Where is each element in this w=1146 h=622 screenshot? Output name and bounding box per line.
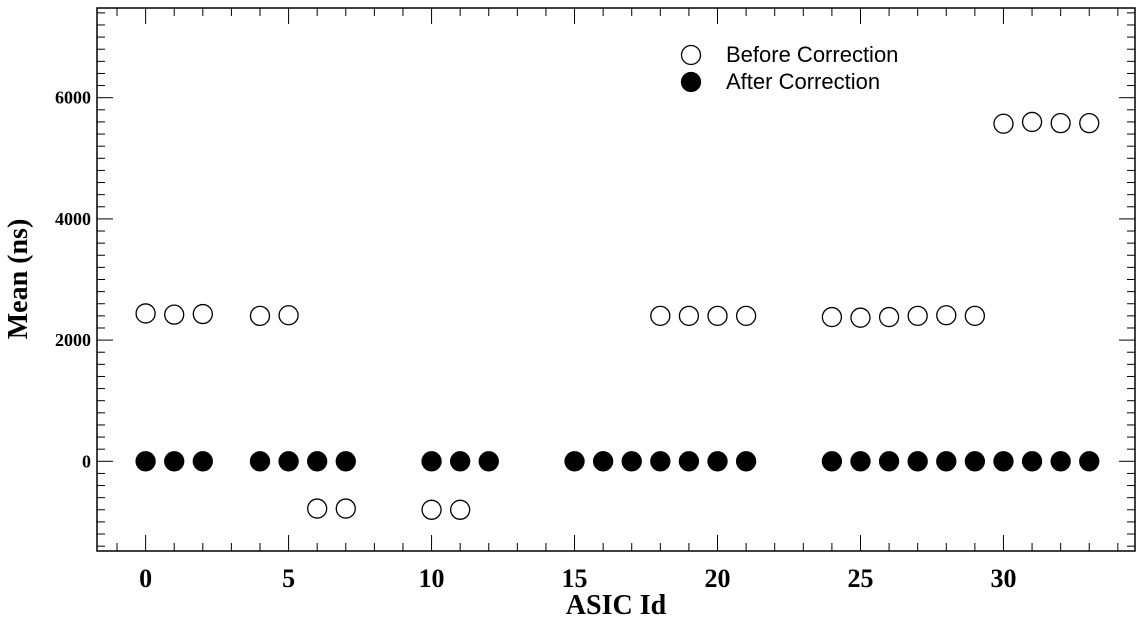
after-correction-point	[335, 451, 356, 472]
after-correction-point	[192, 451, 213, 472]
after-correction-point	[1021, 451, 1043, 472]
before-correction-point	[335, 498, 356, 519]
after-correction-point	[1079, 451, 1100, 472]
x-tick-label: 10	[419, 564, 445, 593]
before-correction-point	[249, 305, 271, 327]
legend-label-after-correction: After Correction	[726, 69, 880, 94]
x-tick-label: 0	[139, 564, 152, 593]
after-correction-point	[964, 451, 986, 472]
before-correction-point	[821, 306, 843, 328]
after-correction-point	[164, 451, 185, 472]
before-correction-point	[907, 305, 928, 327]
after-correction-point	[878, 451, 900, 472]
plot-frame	[96, 7, 1136, 552]
before-correction-point	[307, 498, 328, 519]
y-tick-label: 4000	[55, 209, 91, 229]
legend-marker-after-correction	[680, 71, 702, 93]
before-correction-point	[135, 303, 156, 324]
x-tick-label: 20	[705, 564, 731, 593]
y-tick-label: 2000	[55, 330, 91, 350]
data-points	[135, 111, 1100, 520]
x-tick-label: 25	[847, 564, 873, 593]
x-axis-title: ASIC Id	[566, 590, 667, 621]
before-correction-point	[1050, 112, 1071, 134]
before-correction-point	[650, 305, 671, 327]
after-correction-point	[678, 451, 700, 472]
before-correction-point	[1079, 112, 1100, 134]
before-correction-point	[707, 305, 728, 327]
y-tick-label: 0	[82, 451, 91, 471]
after-correction-point	[307, 451, 328, 472]
after-correction-point	[249, 451, 271, 472]
before-correction-point	[735, 305, 757, 327]
after-correction-point	[421, 451, 442, 472]
before-correction-point	[421, 499, 442, 520]
after-correction-point	[450, 451, 471, 472]
before-correction-point	[192, 303, 213, 325]
after-correction-point	[621, 451, 642, 472]
x-tick-label: 15	[562, 564, 588, 593]
y-axis-title: Mean (ns)	[3, 219, 34, 340]
after-correction-point	[592, 451, 614, 472]
x-tick-label: 5	[282, 564, 295, 593]
after-correction-point	[850, 451, 871, 472]
before-correction-point	[936, 305, 957, 326]
after-correction-point	[564, 451, 585, 472]
axis-ticks	[97, 8, 1135, 551]
y-tick-label: 6000	[55, 88, 91, 108]
after-correction-point	[1050, 451, 1071, 472]
x-tick-label: 30	[990, 564, 1016, 593]
after-correction-point	[936, 451, 957, 472]
after-correction-point	[821, 451, 843, 472]
legend-marker-before-correction	[680, 44, 702, 66]
before-correction-point	[278, 305, 299, 326]
before-correction-point	[164, 304, 185, 325]
legend-label-before-correction: Before Correction	[726, 42, 898, 67]
before-correction-point	[878, 306, 900, 328]
before-correction-point	[993, 113, 1014, 134]
after-correction-point	[707, 451, 728, 472]
before-correction-point	[678, 305, 700, 327]
after-correction-point	[993, 451, 1014, 472]
after-correction-point	[478, 451, 499, 472]
before-correction-point	[1021, 111, 1043, 133]
before-correction-point	[450, 499, 471, 520]
after-correction-point	[135, 451, 156, 472]
before-correction-point	[964, 305, 986, 327]
after-correction-point	[907, 451, 928, 472]
tick-labels: 0 5 10 15 20 25 30 0 2000 4000 6000	[55, 88, 1016, 593]
before-correction-point	[850, 307, 871, 328]
after-correction-point	[278, 451, 299, 472]
after-correction-point	[735, 451, 757, 472]
after-correction-point	[650, 451, 671, 472]
